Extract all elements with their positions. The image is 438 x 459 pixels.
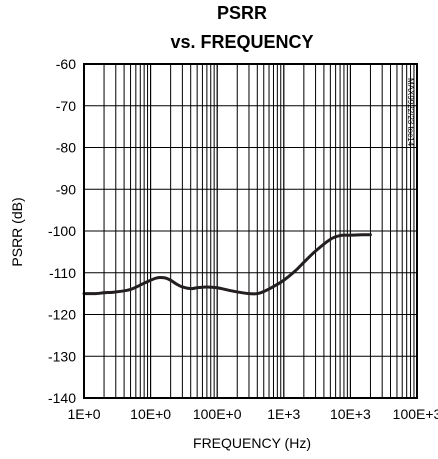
- y-tick-label: -60: [56, 56, 76, 72]
- y-axis-label: PSRR (dB): [9, 197, 25, 266]
- x-tick-label: 100E+3: [393, 406, 438, 422]
- chart-title-line2: vs. FREQUENCY: [170, 32, 313, 52]
- x-tick-label: 1E+0: [67, 406, 100, 422]
- x-axis-label: FREQUENCY (Hz): [193, 435, 311, 451]
- y-tick-label: -130: [48, 348, 76, 364]
- x-tick-label: 100E+0: [193, 406, 242, 422]
- chart-title-line1: PSRR: [217, 3, 267, 23]
- chart-annotation: MAX9922/23 toc14: [406, 78, 415, 147]
- y-tick-label: -70: [56, 98, 76, 114]
- x-tick-label: 10E+3: [330, 406, 371, 422]
- y-tick-label: -110: [49, 265, 76, 281]
- x-tick-label: 10E+0: [130, 406, 171, 422]
- y-tick-label: -100: [48, 223, 76, 239]
- x-axis-ticks: 1E+0 10E+0 100E+0 1E+3 10E+3 100E+3: [67, 406, 438, 422]
- y-tick-label: -90: [56, 181, 76, 197]
- x-tick-label: 1E+3: [267, 406, 300, 422]
- y-tick-label: -80: [56, 140, 76, 156]
- y-tick-label: -120: [48, 307, 76, 323]
- grid: [83, 63, 418, 399]
- psrr-series-line: [82, 233, 372, 296]
- y-axis-ticks: -60 -70 -80 -90 -100 -110 -120 -130 -140: [48, 56, 76, 406]
- plot-frame: [83, 63, 418, 399]
- series-group: [82, 233, 372, 296]
- y-tick-label: -140: [48, 390, 76, 406]
